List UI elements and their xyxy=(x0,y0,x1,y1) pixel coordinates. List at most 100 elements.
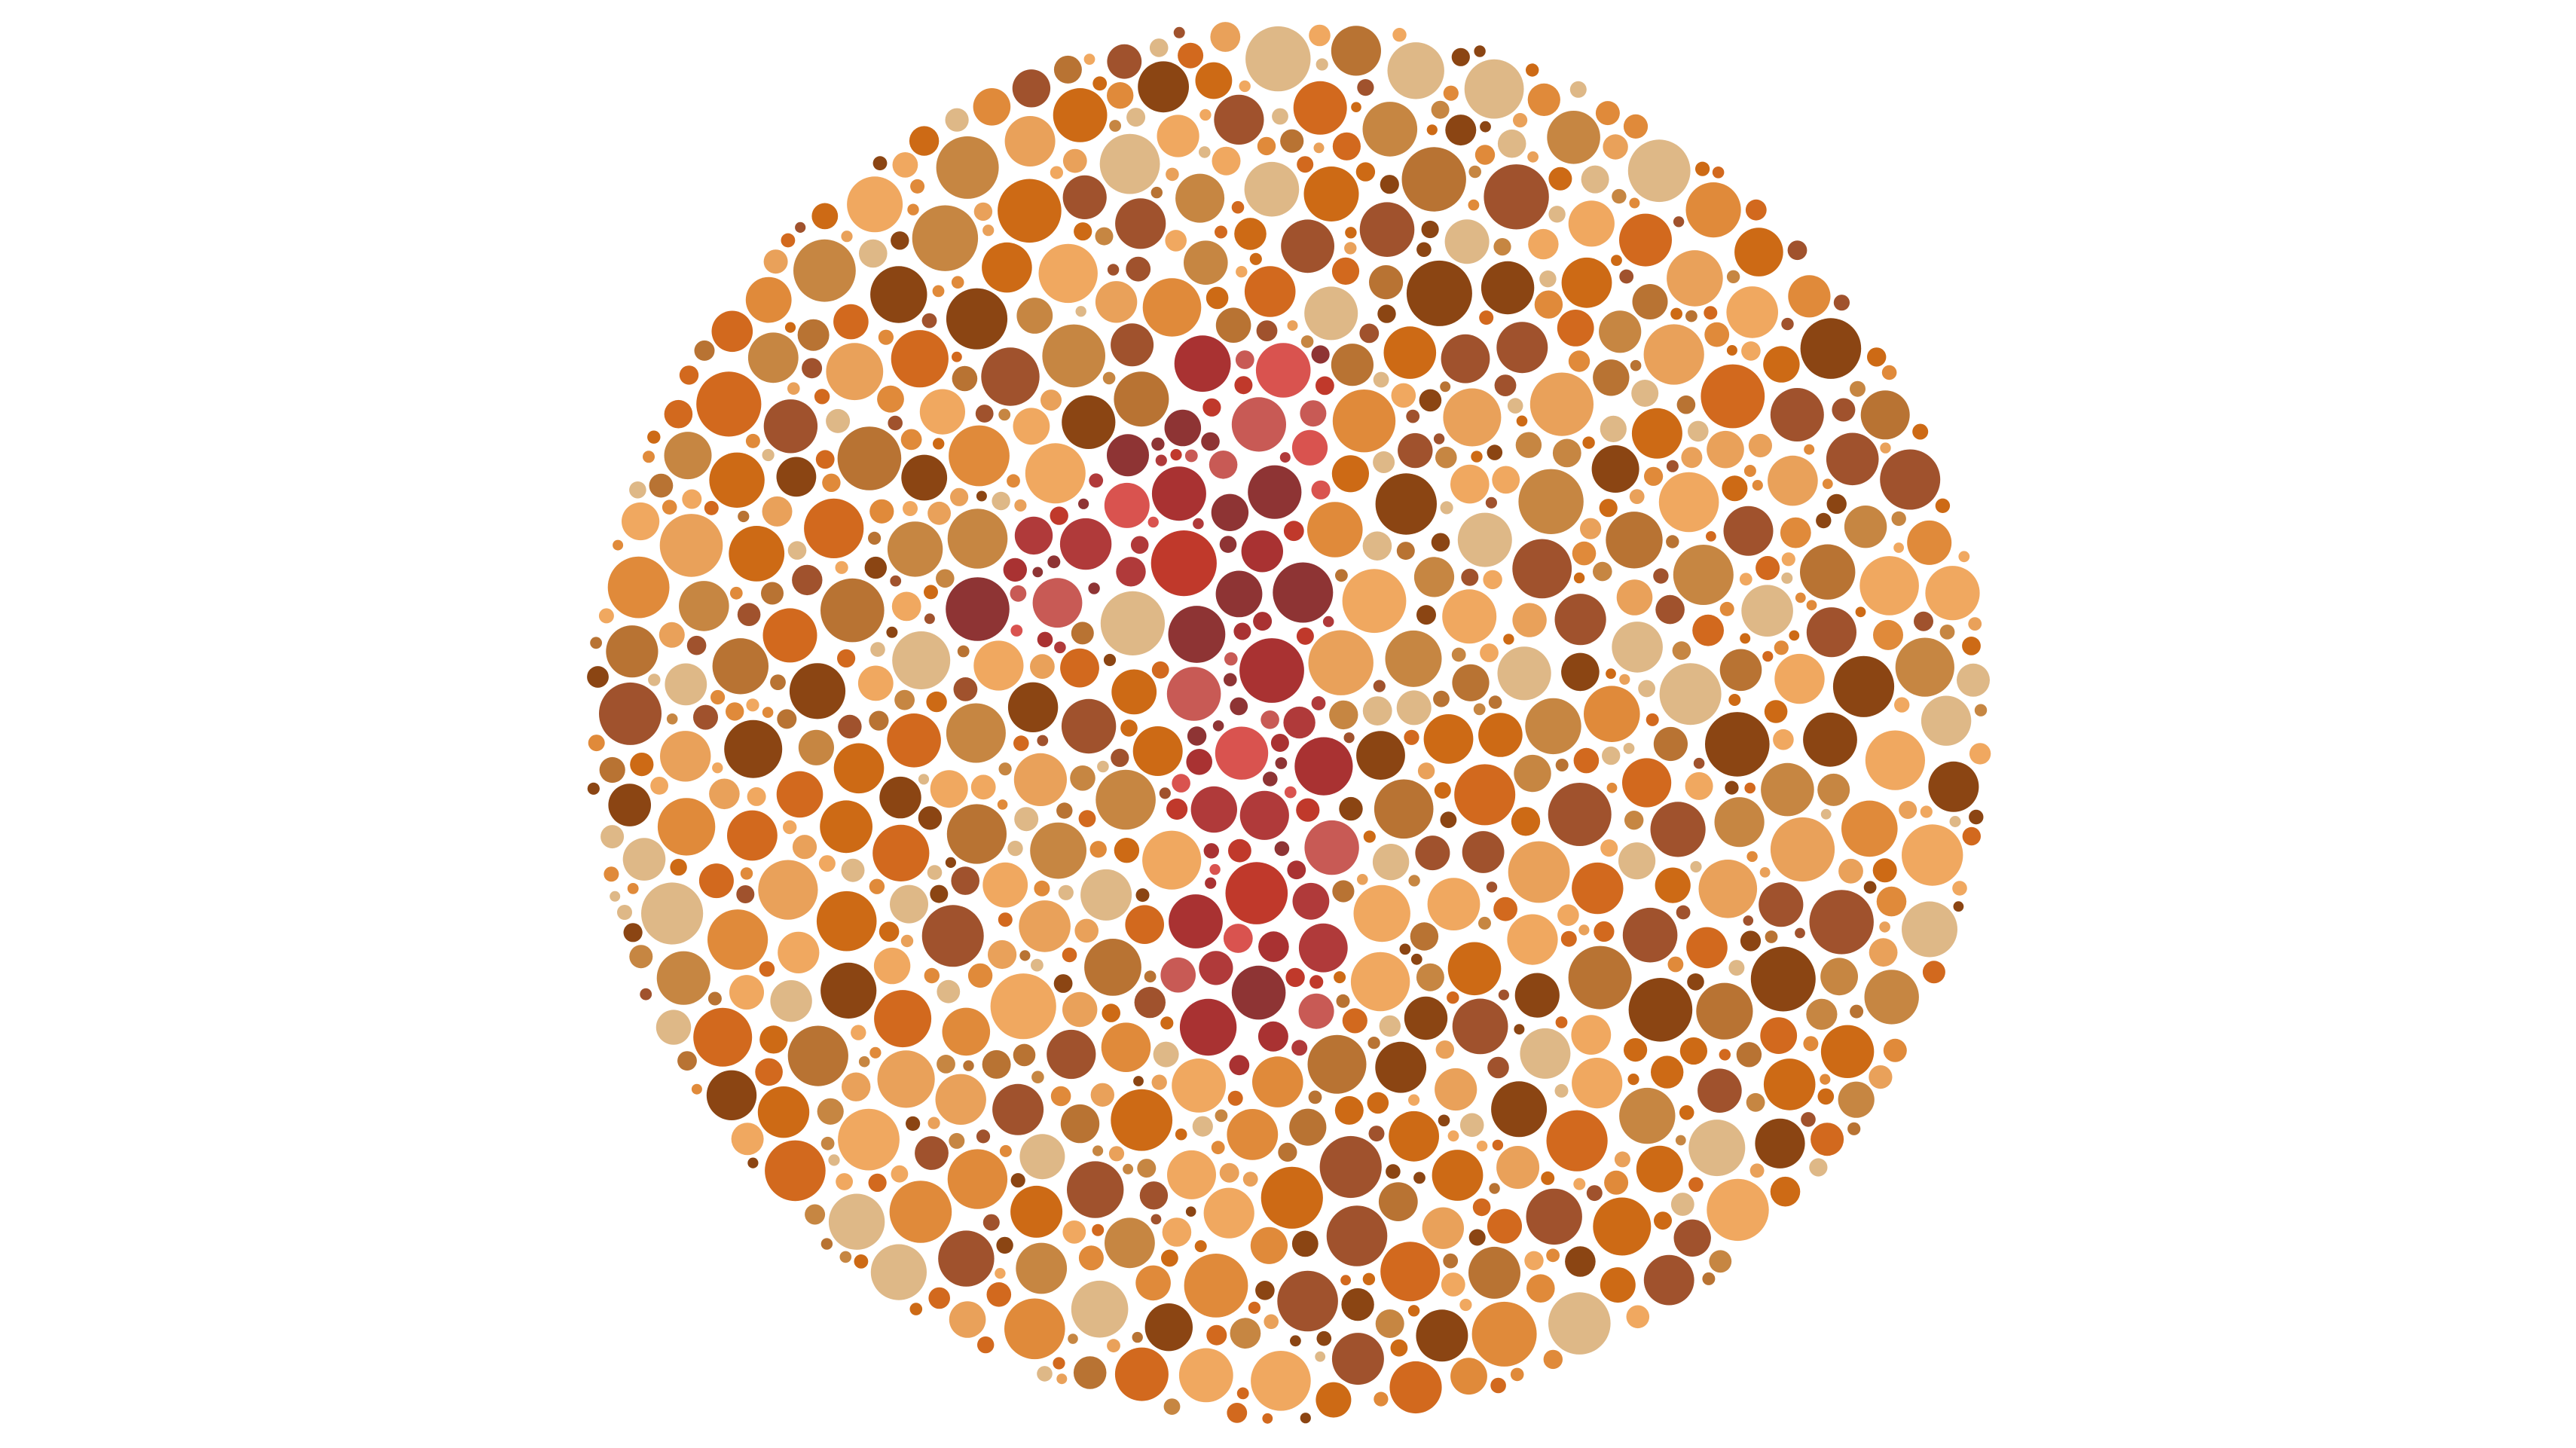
ground-dot xyxy=(947,509,1008,569)
ground-dot xyxy=(691,1083,702,1095)
ground-dot xyxy=(1707,1178,1769,1242)
ground-dot xyxy=(1709,1250,1732,1273)
ground-dot xyxy=(1097,760,1109,773)
ground-dot xyxy=(1600,1267,1636,1303)
ground-dot xyxy=(1210,22,1241,52)
ground-dot xyxy=(1623,743,1635,754)
ground-dot xyxy=(868,1173,887,1192)
ground-dot xyxy=(815,450,835,469)
ground-dot xyxy=(666,713,678,725)
ground-dot xyxy=(1548,206,1566,223)
figure-dot xyxy=(1279,452,1291,463)
ground-dot xyxy=(1199,108,1212,121)
ground-dot xyxy=(1062,991,1098,1028)
ground-dot xyxy=(1231,200,1245,214)
ground-dot xyxy=(921,313,937,328)
ground-dot xyxy=(859,239,888,268)
ground-dot xyxy=(1092,1145,1104,1156)
ground-dot xyxy=(1631,408,1682,459)
ground-dot xyxy=(816,890,877,952)
ground-dot xyxy=(909,1303,923,1315)
ground-dot xyxy=(1153,1041,1179,1068)
ground-dot xyxy=(1070,765,1095,791)
ground-dot xyxy=(926,691,947,713)
ground-dot xyxy=(1367,1092,1389,1114)
ground-dot xyxy=(1740,930,1762,952)
ground-dot xyxy=(1600,839,1618,857)
ground-dot xyxy=(1004,1298,1065,1360)
ground-dot xyxy=(1483,570,1502,590)
ground-dot xyxy=(1527,151,1539,163)
ground-dot xyxy=(1548,166,1572,191)
figure-dot xyxy=(1190,786,1238,833)
ground-dot xyxy=(963,1060,974,1071)
figure-dot xyxy=(1078,498,1089,509)
ground-dot xyxy=(1368,1126,1385,1142)
ground-dot xyxy=(1019,1134,1065,1180)
ground-dot xyxy=(710,689,726,705)
ground-dot xyxy=(598,608,614,624)
ground-dot xyxy=(818,855,836,872)
ground-dot xyxy=(1373,680,1386,692)
ground-dot xyxy=(918,806,943,830)
ground-dot xyxy=(1622,758,1672,808)
ground-dot xyxy=(1893,542,1905,553)
ground-dot xyxy=(1353,884,1410,942)
ground-dot xyxy=(1047,1029,1096,1080)
ground-dot xyxy=(1841,800,1898,857)
ground-dot xyxy=(1704,322,1730,347)
ground-dot xyxy=(1741,341,1761,361)
ground-dot xyxy=(1342,569,1407,634)
ground-dot xyxy=(1102,1004,1120,1022)
ground-dot xyxy=(1492,1139,1504,1151)
ground-dot xyxy=(1313,142,1325,154)
ground-dot xyxy=(1134,986,1166,1019)
ground-dot xyxy=(1503,634,1514,645)
ground-dot xyxy=(1380,1242,1441,1302)
ground-dot xyxy=(1481,261,1535,315)
ground-dot xyxy=(1369,265,1404,300)
ground-dot xyxy=(707,909,769,970)
ground-dot xyxy=(1726,286,1778,338)
ground-dot xyxy=(1416,963,1444,991)
ground-dot xyxy=(1593,1197,1652,1256)
ground-dot xyxy=(1765,930,1778,943)
ground-dot xyxy=(1873,619,1903,650)
ground-dot xyxy=(1659,663,1722,726)
ground-dot xyxy=(1806,607,1856,658)
ground-dot xyxy=(1899,801,1917,819)
ground-dot xyxy=(982,1049,1011,1079)
ground-dot xyxy=(1541,1171,1555,1185)
ground-dot xyxy=(1099,133,1160,194)
ground-dot xyxy=(1227,1109,1279,1160)
ground-dot xyxy=(1126,108,1146,127)
ground-dot xyxy=(1206,1324,1227,1346)
figure-dot xyxy=(1032,567,1044,578)
ground-dot xyxy=(1547,111,1600,164)
ground-dot xyxy=(877,385,904,413)
ground-dot xyxy=(857,665,894,701)
ground-dot xyxy=(838,714,862,739)
ground-dot xyxy=(745,433,760,448)
ground-dot xyxy=(1912,423,1929,440)
ground-dot xyxy=(1459,1113,1484,1138)
ground-dot xyxy=(1132,1331,1143,1343)
ground-dot xyxy=(1383,326,1437,379)
ground-dot xyxy=(761,582,784,605)
ground-dot xyxy=(887,713,941,768)
ground-dot xyxy=(1178,42,1204,69)
figure-dot xyxy=(1130,536,1149,554)
ground-dot xyxy=(1426,124,1438,136)
ground-dot xyxy=(1774,640,1789,655)
ground-dot xyxy=(1801,1112,1816,1127)
ground-dot xyxy=(946,288,1008,350)
ground-dot xyxy=(1935,498,1951,513)
ground-dot xyxy=(1443,1253,1459,1269)
ground-dot xyxy=(891,1165,909,1183)
ground-dot xyxy=(1920,805,1933,818)
ground-dot xyxy=(1822,478,1833,490)
ground-dot xyxy=(1019,950,1031,961)
ground-dot xyxy=(1494,374,1517,396)
ground-dot xyxy=(629,481,646,499)
figure-dot xyxy=(1010,585,1027,602)
